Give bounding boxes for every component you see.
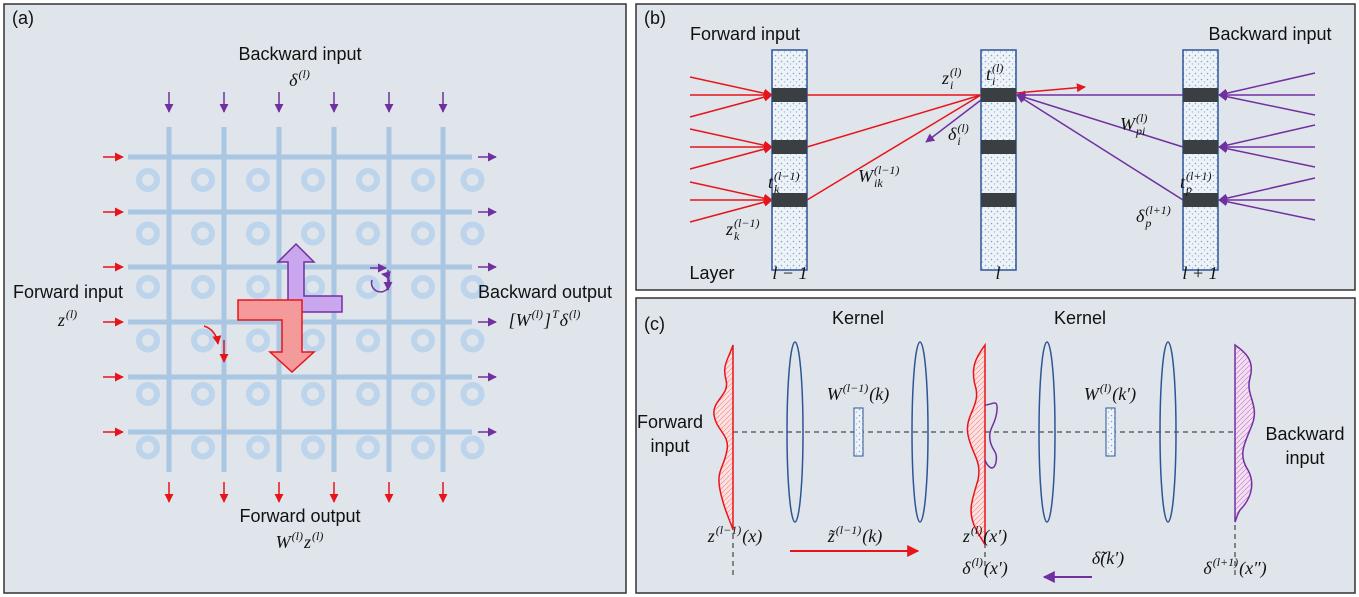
layer bbox=[772, 50, 807, 270]
panel-b bbox=[636, 4, 1355, 290]
neuron bbox=[1183, 88, 1218, 102]
math-sup: (l+1) bbox=[1145, 203, 1170, 217]
math-sub: p bbox=[1185, 182, 1192, 196]
math-base: (x″) bbox=[1239, 558, 1266, 579]
math-sup: (l−1) bbox=[734, 216, 759, 230]
layer bbox=[1183, 50, 1218, 270]
math-base: δ bbox=[289, 70, 298, 90]
math-base: (k′) bbox=[1100, 548, 1124, 569]
math-base: (x) bbox=[742, 526, 762, 547]
math-sub: i bbox=[950, 78, 953, 92]
math-sub: p bbox=[1144, 216, 1151, 230]
label: Forward output bbox=[239, 506, 360, 526]
label: Backward input bbox=[238, 44, 361, 64]
math-sup: (l) bbox=[1136, 111, 1147, 125]
kernel-mask bbox=[1106, 408, 1115, 456]
math-sup: (l+1) bbox=[1186, 169, 1211, 183]
label: Backward output bbox=[478, 282, 612, 302]
neuron bbox=[772, 88, 807, 102]
math-base: δ bbox=[1136, 206, 1145, 226]
math-base: W bbox=[858, 166, 875, 186]
math-base: z bbox=[725, 219, 733, 239]
math-base: W bbox=[1120, 114, 1137, 134]
math-base: (k) bbox=[869, 384, 889, 405]
math-sup: (l−1) bbox=[843, 381, 868, 395]
math-base: z bbox=[57, 310, 65, 330]
math-sup: (l+1) bbox=[1213, 555, 1238, 569]
math-sub: k bbox=[774, 182, 780, 196]
math-sup: (l−1) bbox=[874, 163, 899, 177]
math-base: (x′) bbox=[984, 558, 1008, 579]
math-sup: (l) bbox=[66, 307, 77, 321]
panel-frame bbox=[636, 298, 1355, 593]
layer-name: l − 1 bbox=[772, 263, 807, 283]
layer-name: l bbox=[995, 263, 1000, 283]
math-base: (x′) bbox=[983, 526, 1007, 547]
math-base: ] bbox=[543, 310, 551, 330]
figure: (a)Backward inputδ(l)Forward inputz(l)Ba… bbox=[0, 0, 1359, 597]
math-sub: ik bbox=[874, 176, 883, 190]
math-sup: (l) bbox=[992, 61, 1003, 75]
math-sup: (l) bbox=[299, 67, 310, 81]
math-base: δ bbox=[962, 558, 971, 578]
label: Layer bbox=[689, 263, 734, 283]
math-base: (k) bbox=[862, 526, 882, 547]
math-sub: i bbox=[992, 74, 995, 88]
math-label: z(l)(x′) bbox=[962, 523, 1007, 547]
math-sub: k bbox=[734, 229, 740, 243]
math-base: [W bbox=[509, 310, 533, 330]
label: input bbox=[1285, 448, 1324, 468]
math-sup: (l) bbox=[292, 529, 303, 543]
math-sup: (l−1) bbox=[774, 169, 799, 183]
math-sup: (l) bbox=[957, 121, 968, 135]
label: Kernel bbox=[832, 308, 884, 328]
neuron bbox=[772, 140, 807, 154]
math-label: δ̃(k′) bbox=[1092, 548, 1124, 569]
math-sub: i bbox=[957, 134, 960, 148]
math-sup: (l) bbox=[1100, 381, 1111, 395]
label: (b) bbox=[644, 8, 666, 28]
label: Kernel bbox=[1054, 308, 1106, 328]
label: (a) bbox=[12, 8, 34, 28]
math-sup: (l) bbox=[532, 307, 543, 321]
label: Forward bbox=[637, 412, 703, 432]
neuron bbox=[1183, 140, 1218, 154]
math-base: W bbox=[1084, 384, 1101, 404]
panel-c bbox=[636, 298, 1355, 593]
math-base: z bbox=[707, 526, 715, 546]
math-sup: (l) bbox=[971, 523, 982, 537]
math-label: δ(l)(x′) bbox=[962, 555, 1008, 579]
math-base: δ bbox=[948, 124, 957, 144]
math-sup: (l−1) bbox=[836, 523, 861, 537]
label: Forward input bbox=[690, 24, 800, 44]
label: Backward bbox=[1265, 424, 1344, 444]
math-base: W bbox=[276, 532, 293, 552]
neuron bbox=[981, 193, 1016, 207]
math-base: z bbox=[941, 68, 949, 88]
label: Backward input bbox=[1208, 24, 1331, 44]
neuron bbox=[981, 88, 1016, 102]
math-base: z bbox=[962, 526, 970, 546]
label: Forward input bbox=[13, 282, 123, 302]
math-sub: pi bbox=[1135, 124, 1145, 138]
math-sup: (l) bbox=[950, 65, 961, 79]
math-sup: (l) bbox=[569, 307, 580, 321]
label: input bbox=[650, 436, 689, 456]
math-sup: (l) bbox=[312, 529, 323, 543]
math-sup: (l−1) bbox=[716, 523, 741, 537]
math-sup: (l) bbox=[972, 555, 983, 569]
math-base: z bbox=[303, 532, 311, 552]
label: (c) bbox=[644, 314, 665, 334]
math-base: W bbox=[827, 384, 844, 404]
math-base: (k′) bbox=[1112, 384, 1136, 405]
math-base: δ bbox=[560, 310, 569, 330]
math-label: W(l)pi bbox=[1120, 111, 1147, 138]
page: (a)Backward inputδ(l)Forward inputz(l)Ba… bbox=[0, 0, 1359, 597]
neuron bbox=[981, 140, 1016, 154]
kernel-mask bbox=[854, 408, 863, 456]
layer-name: l + 1 bbox=[1182, 263, 1217, 283]
math-base: δ bbox=[1203, 558, 1212, 578]
